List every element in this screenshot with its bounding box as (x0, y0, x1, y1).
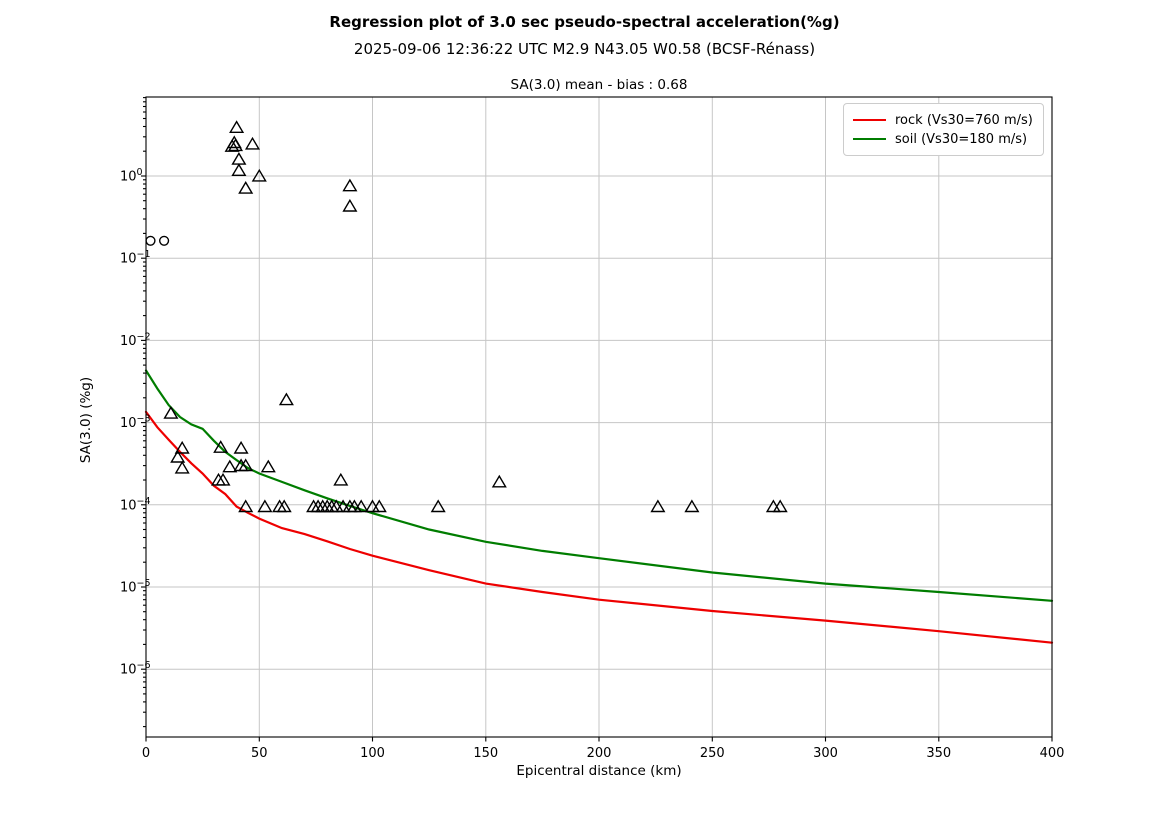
station-marker-triangle (231, 152, 247, 165)
legend: rock (Vs30=760 m/s) soil (Vs30=180 m/s) (843, 103, 1044, 156)
station-marker-triangle (233, 440, 249, 454)
station-marker-triangle (229, 120, 245, 133)
station-marker-triangle (238, 499, 254, 513)
station-marker-triangle (684, 499, 700, 513)
station-triangles (163, 120, 788, 513)
station-marker-triangle (430, 499, 446, 513)
station-marker-triangle (772, 499, 788, 513)
svg-text:250: 250 (700, 746, 725, 761)
x-ticks (145, 737, 1053, 742)
station-marker-triangle (260, 459, 276, 473)
rock-regression-curve (144, 410, 1054, 644)
svg-text:350: 350 (926, 746, 951, 761)
station-marker-circle (145, 235, 156, 246)
svg-text:0: 0 (142, 746, 150, 761)
figure-title: Regression plot of 3.0 sec pseudo-spectr… (329, 13, 840, 31)
station-marker-triangle (174, 460, 190, 474)
station-marker-triangle (238, 458, 254, 472)
legend-entry-soil: soil (Vs30=180 m/s) (853, 132, 1034, 147)
station-marker-triangle (278, 392, 294, 406)
rock-legend-label: rock (Vs30=760 m/s) (895, 112, 1033, 128)
station-marker-triangle (231, 163, 247, 176)
svg-text:100: 100 (120, 167, 143, 185)
axes-title: SA(3.0) mean - bias : 0.68 (510, 77, 688, 93)
station-marker-triangle (276, 499, 292, 513)
svg-text:400: 400 (1040, 746, 1065, 761)
station-circles (145, 235, 170, 246)
svg-text:300: 300 (813, 746, 838, 761)
rock-line-swatch (853, 119, 886, 121)
station-marker-triangle (244, 136, 261, 150)
svg-text:150: 150 (473, 746, 498, 761)
station-marker-triangle (222, 459, 238, 473)
y-ticks (141, 97, 146, 728)
station-marker-triangle (238, 181, 254, 194)
soil-line-swatch (853, 138, 886, 140)
svg-text:50: 50 (251, 746, 268, 761)
soil-legend-label: soil (Vs30=180 m/s) (895, 131, 1028, 147)
station-marker-triangle (174, 440, 190, 454)
x-axis-label: Epicentral distance (km) (516, 763, 682, 779)
station-marker-triangle (163, 406, 179, 419)
soil-regression-curve (144, 369, 1054, 602)
gridlines (145, 97, 1053, 737)
station-marker-triangle (257, 499, 273, 513)
svg-text:100: 100 (360, 746, 385, 761)
station-marker-triangle (650, 499, 666, 513)
station-marker-triangle (215, 472, 231, 486)
figure-subtitle: 2025-09-06 12:36:22 UTC M2.9 N43.05 W0.5… (353, 40, 816, 58)
station-marker-triangle (333, 472, 349, 486)
station-marker-triangle (227, 138, 244, 152)
station-marker-triangle (353, 499, 369, 513)
legend-entry-rock: rock (Vs30=760 m/s) (853, 113, 1034, 128)
station-marker-triangle (491, 474, 507, 488)
station-marker-triangle (210, 472, 227, 486)
station-marker-circle (159, 235, 170, 246)
station-marker-triangle (213, 440, 229, 453)
x-tick-labels: 0 50 100 150 200 250 300 350 400 (142, 746, 1065, 761)
svg-text:200: 200 (587, 746, 612, 761)
station-marker-triangle (170, 449, 186, 463)
station-marker-triangle (371, 499, 387, 513)
station-marker-triangle (342, 178, 358, 192)
station-marker-triangle (251, 168, 267, 182)
station-marker-triangle (342, 198, 358, 212)
